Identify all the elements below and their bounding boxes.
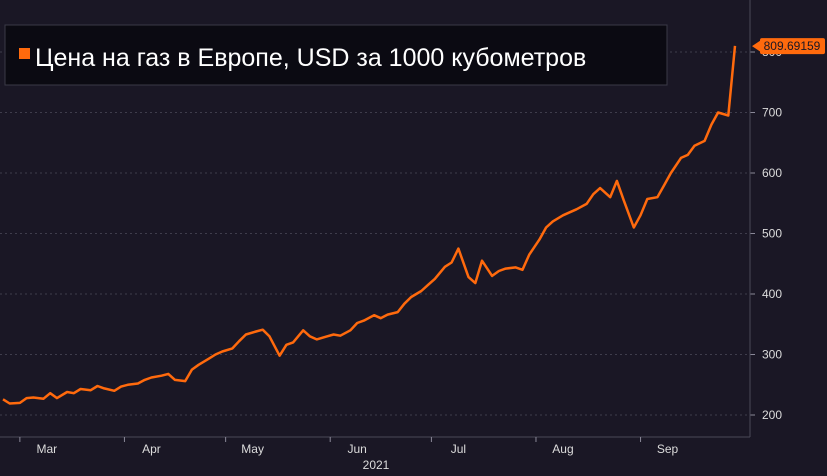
- x-tick-label: Aug: [552, 442, 573, 456]
- last-value-marker: 809.69159: [752, 38, 825, 55]
- legend: Цена на газ в Европе, USD за 1000 кубоме…: [4, 24, 668, 86]
- last-value-arrow: [752, 40, 761, 53]
- y-tick-label: 500: [762, 227, 782, 241]
- legend-label: Цена на газ в Европе, USD за 1000 кубоме…: [35, 44, 586, 72]
- legend-box: [4, 24, 668, 86]
- x-tick-label: Apr: [142, 442, 161, 456]
- y-tick-label: 200: [762, 408, 782, 422]
- x-tick-label: Jun: [348, 442, 367, 456]
- x-tick-label: Jul: [451, 442, 466, 456]
- y-tick-label: 400: [762, 287, 782, 301]
- x-tick-label: May: [241, 442, 264, 456]
- series-layer: [2, 45, 737, 405]
- legend-swatch: [19, 48, 30, 59]
- y-tick-label: 700: [762, 106, 782, 120]
- y-tick-label: 300: [762, 348, 782, 362]
- x-axis-year-label: 2021: [363, 458, 390, 472]
- y-axis: 200300400500600700800: [749, 0, 782, 437]
- x-tick-label: Sep: [657, 442, 679, 456]
- x-axis: Mar Apr May Jun Jul Aug Sep: [19, 437, 679, 456]
- last-value-box: [760, 38, 825, 55]
- series-line: [2, 45, 737, 405]
- last-value-label: 809.69159: [764, 39, 821, 53]
- y-tick-label: 600: [762, 166, 782, 180]
- grid-lines: [0, 51, 750, 416]
- x-tick-label: Mar: [37, 442, 58, 456]
